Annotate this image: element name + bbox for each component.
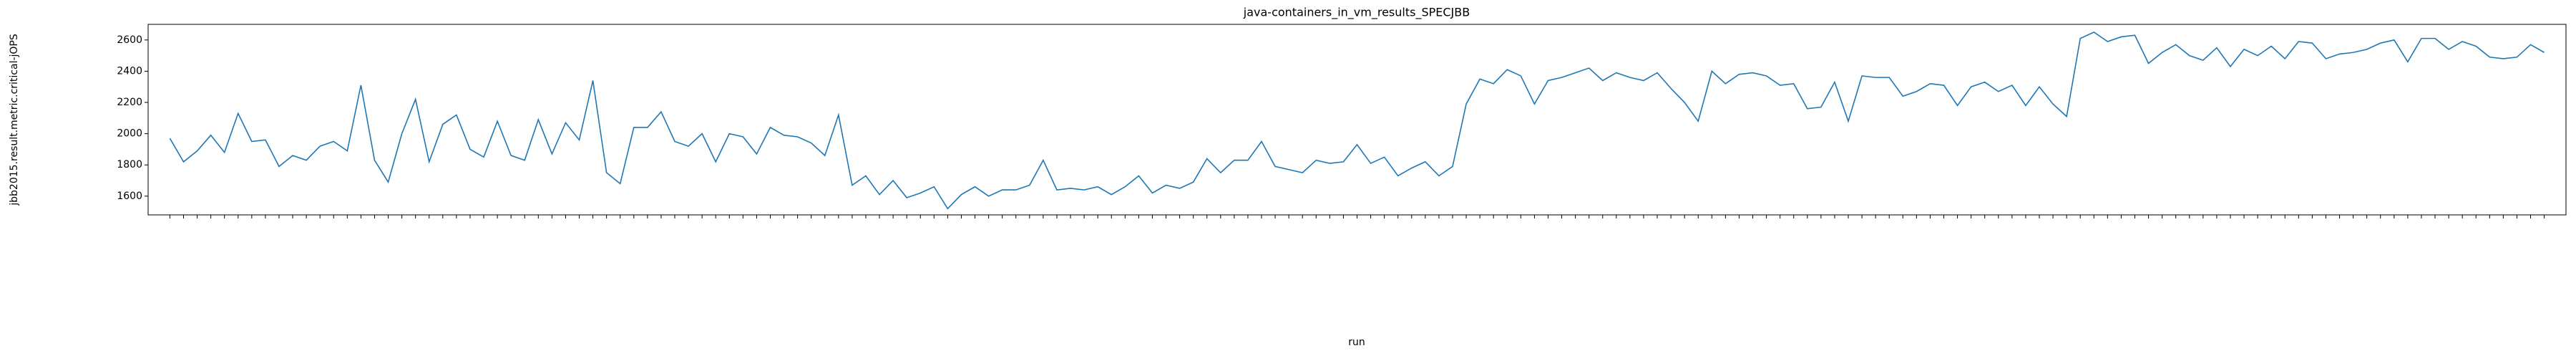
x-axis-label: run [1348,337,1365,348]
plot-frame [147,24,2567,216]
y-tick-label: 1800 [117,159,142,170]
series-line [169,31,2545,210]
y-tick-label: 2200 [117,97,142,108]
chart-title: java-containers_in_vm_results_SPECJBB [1243,6,1470,20]
y-tick-label: 2400 [117,65,142,77]
y-axis-label: jbb2015.result.metric.critical-jOPS [9,34,20,206]
y-tick-label: 1600 [117,191,142,202]
y-tick-label: 2600 [117,34,142,46]
y-tick-label: 2000 [117,128,142,140]
